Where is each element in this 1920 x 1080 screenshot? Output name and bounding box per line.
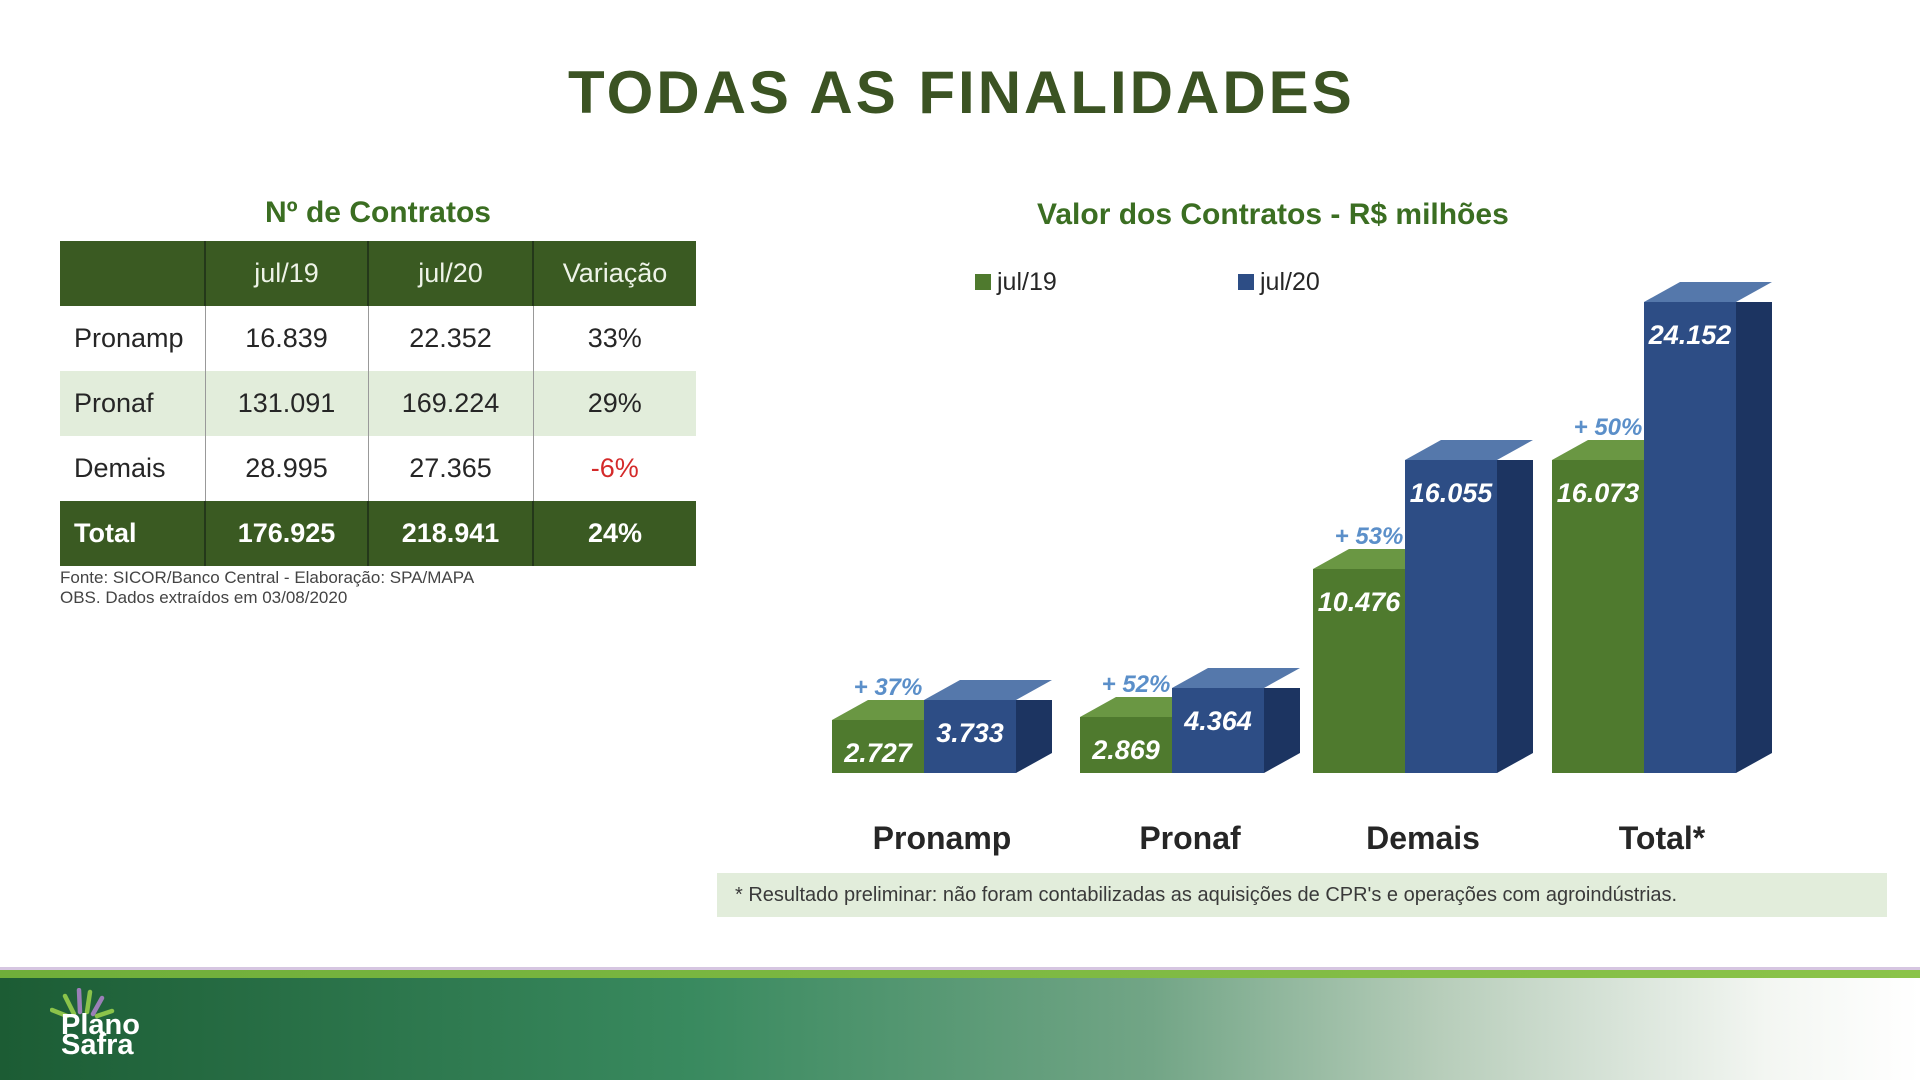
svg-text:Safra: Safra [61,1029,134,1058]
